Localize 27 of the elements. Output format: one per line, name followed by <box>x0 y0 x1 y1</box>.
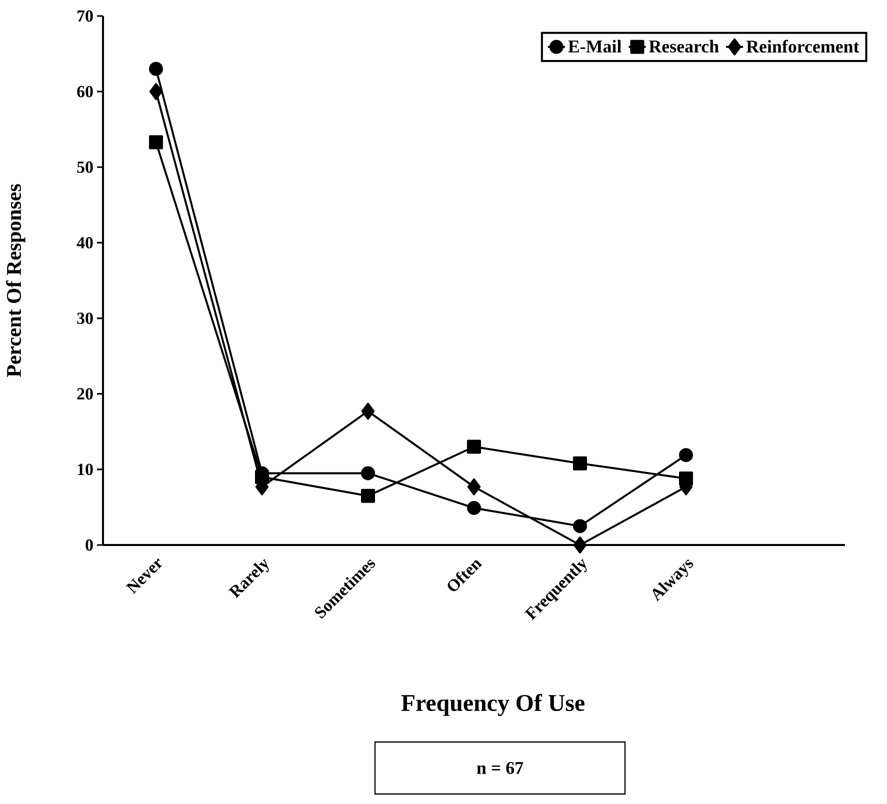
point <box>467 440 481 454</box>
x-axis-title: Frequency Of Use <box>401 694 584 716</box>
legend-label: Reinforcement <box>746 40 860 53</box>
y-axis-title: Percent Of Responses <box>6 184 26 377</box>
y-tick-label: 10 <box>78 464 93 476</box>
point <box>573 456 587 470</box>
y-tick-label: 50 <box>77 161 93 173</box>
point <box>679 448 694 462</box>
point <box>573 519 587 534</box>
point <box>361 488 375 503</box>
y-tick-label: 20 <box>77 388 93 400</box>
y-tick-label: 0 <box>86 539 93 551</box>
point <box>149 135 163 150</box>
legend-label: E-Mail <box>568 40 622 53</box>
y-tick-label: 70 <box>78 10 93 22</box>
point <box>149 62 163 76</box>
text: n = 67 <box>476 762 524 774</box>
point <box>149 83 163 100</box>
point <box>573 536 587 554</box>
point <box>467 478 481 496</box>
y-tick-label: 40 <box>76 236 93 248</box>
point <box>361 466 375 480</box>
y-tick-label: 30 <box>77 312 93 324</box>
point <box>361 402 375 420</box>
legend-label: Research <box>649 40 719 53</box>
y-tick-label: 60 <box>77 86 93 98</box>
point <box>467 500 481 515</box>
